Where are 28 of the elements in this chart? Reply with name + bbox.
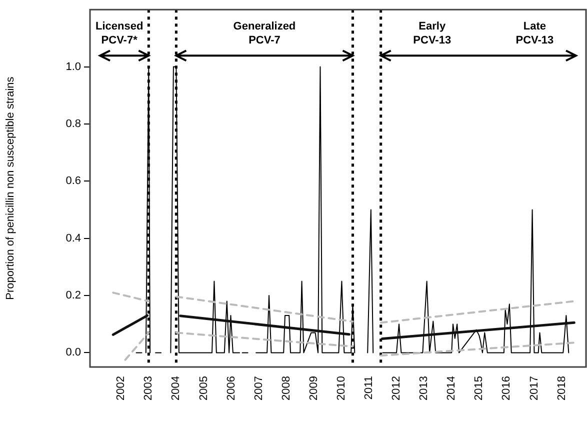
x-tick-label: 2011 [363, 376, 376, 400]
x-tick-label: 2006 [225, 376, 238, 400]
x-tick-label: 2009 [308, 376, 320, 400]
x-tick-label: 2016 [500, 376, 513, 400]
y-tick-label: 0.0 [66, 346, 81, 359]
y-tick-label: 0.4 [66, 232, 81, 244]
annotation: Licensed PCV-7* [95, 20, 144, 47]
annotation: Late PCV-13 [516, 20, 554, 47]
x-tick-label: 2017 [528, 376, 540, 400]
x-tick-label: 2005 [198, 376, 210, 400]
x-tick-label: 2007 [252, 376, 265, 400]
x-tick-label: 2018 [556, 376, 568, 400]
x-tick-label: 2004 [170, 376, 182, 400]
x-tick-label: 2010 [335, 376, 348, 400]
x-tick-label: 2002 [115, 376, 128, 400]
annotation: Generalized PCV-7 [233, 20, 296, 47]
x-tick-label: 2008 [280, 376, 292, 400]
x-tick-label: 2015 [473, 376, 486, 400]
x-tick-label: 2013 [418, 376, 430, 400]
x-tick-label: 2014 [446, 376, 458, 400]
y-tick-label: 0.6 [66, 175, 81, 188]
x-tick-label: 2012 [390, 376, 403, 400]
y-tick-label: 0.8 [66, 118, 81, 130]
y-axis-title: Proportion of penicillin non susceptible strains [4, 76, 17, 300]
y-tick-label: 1.0 [66, 60, 81, 73]
x-tick-label: 2003 [142, 376, 155, 400]
y-tick-label: 0.2 [66, 290, 81, 302]
annotation: Early PCV-13 [413, 20, 452, 47]
